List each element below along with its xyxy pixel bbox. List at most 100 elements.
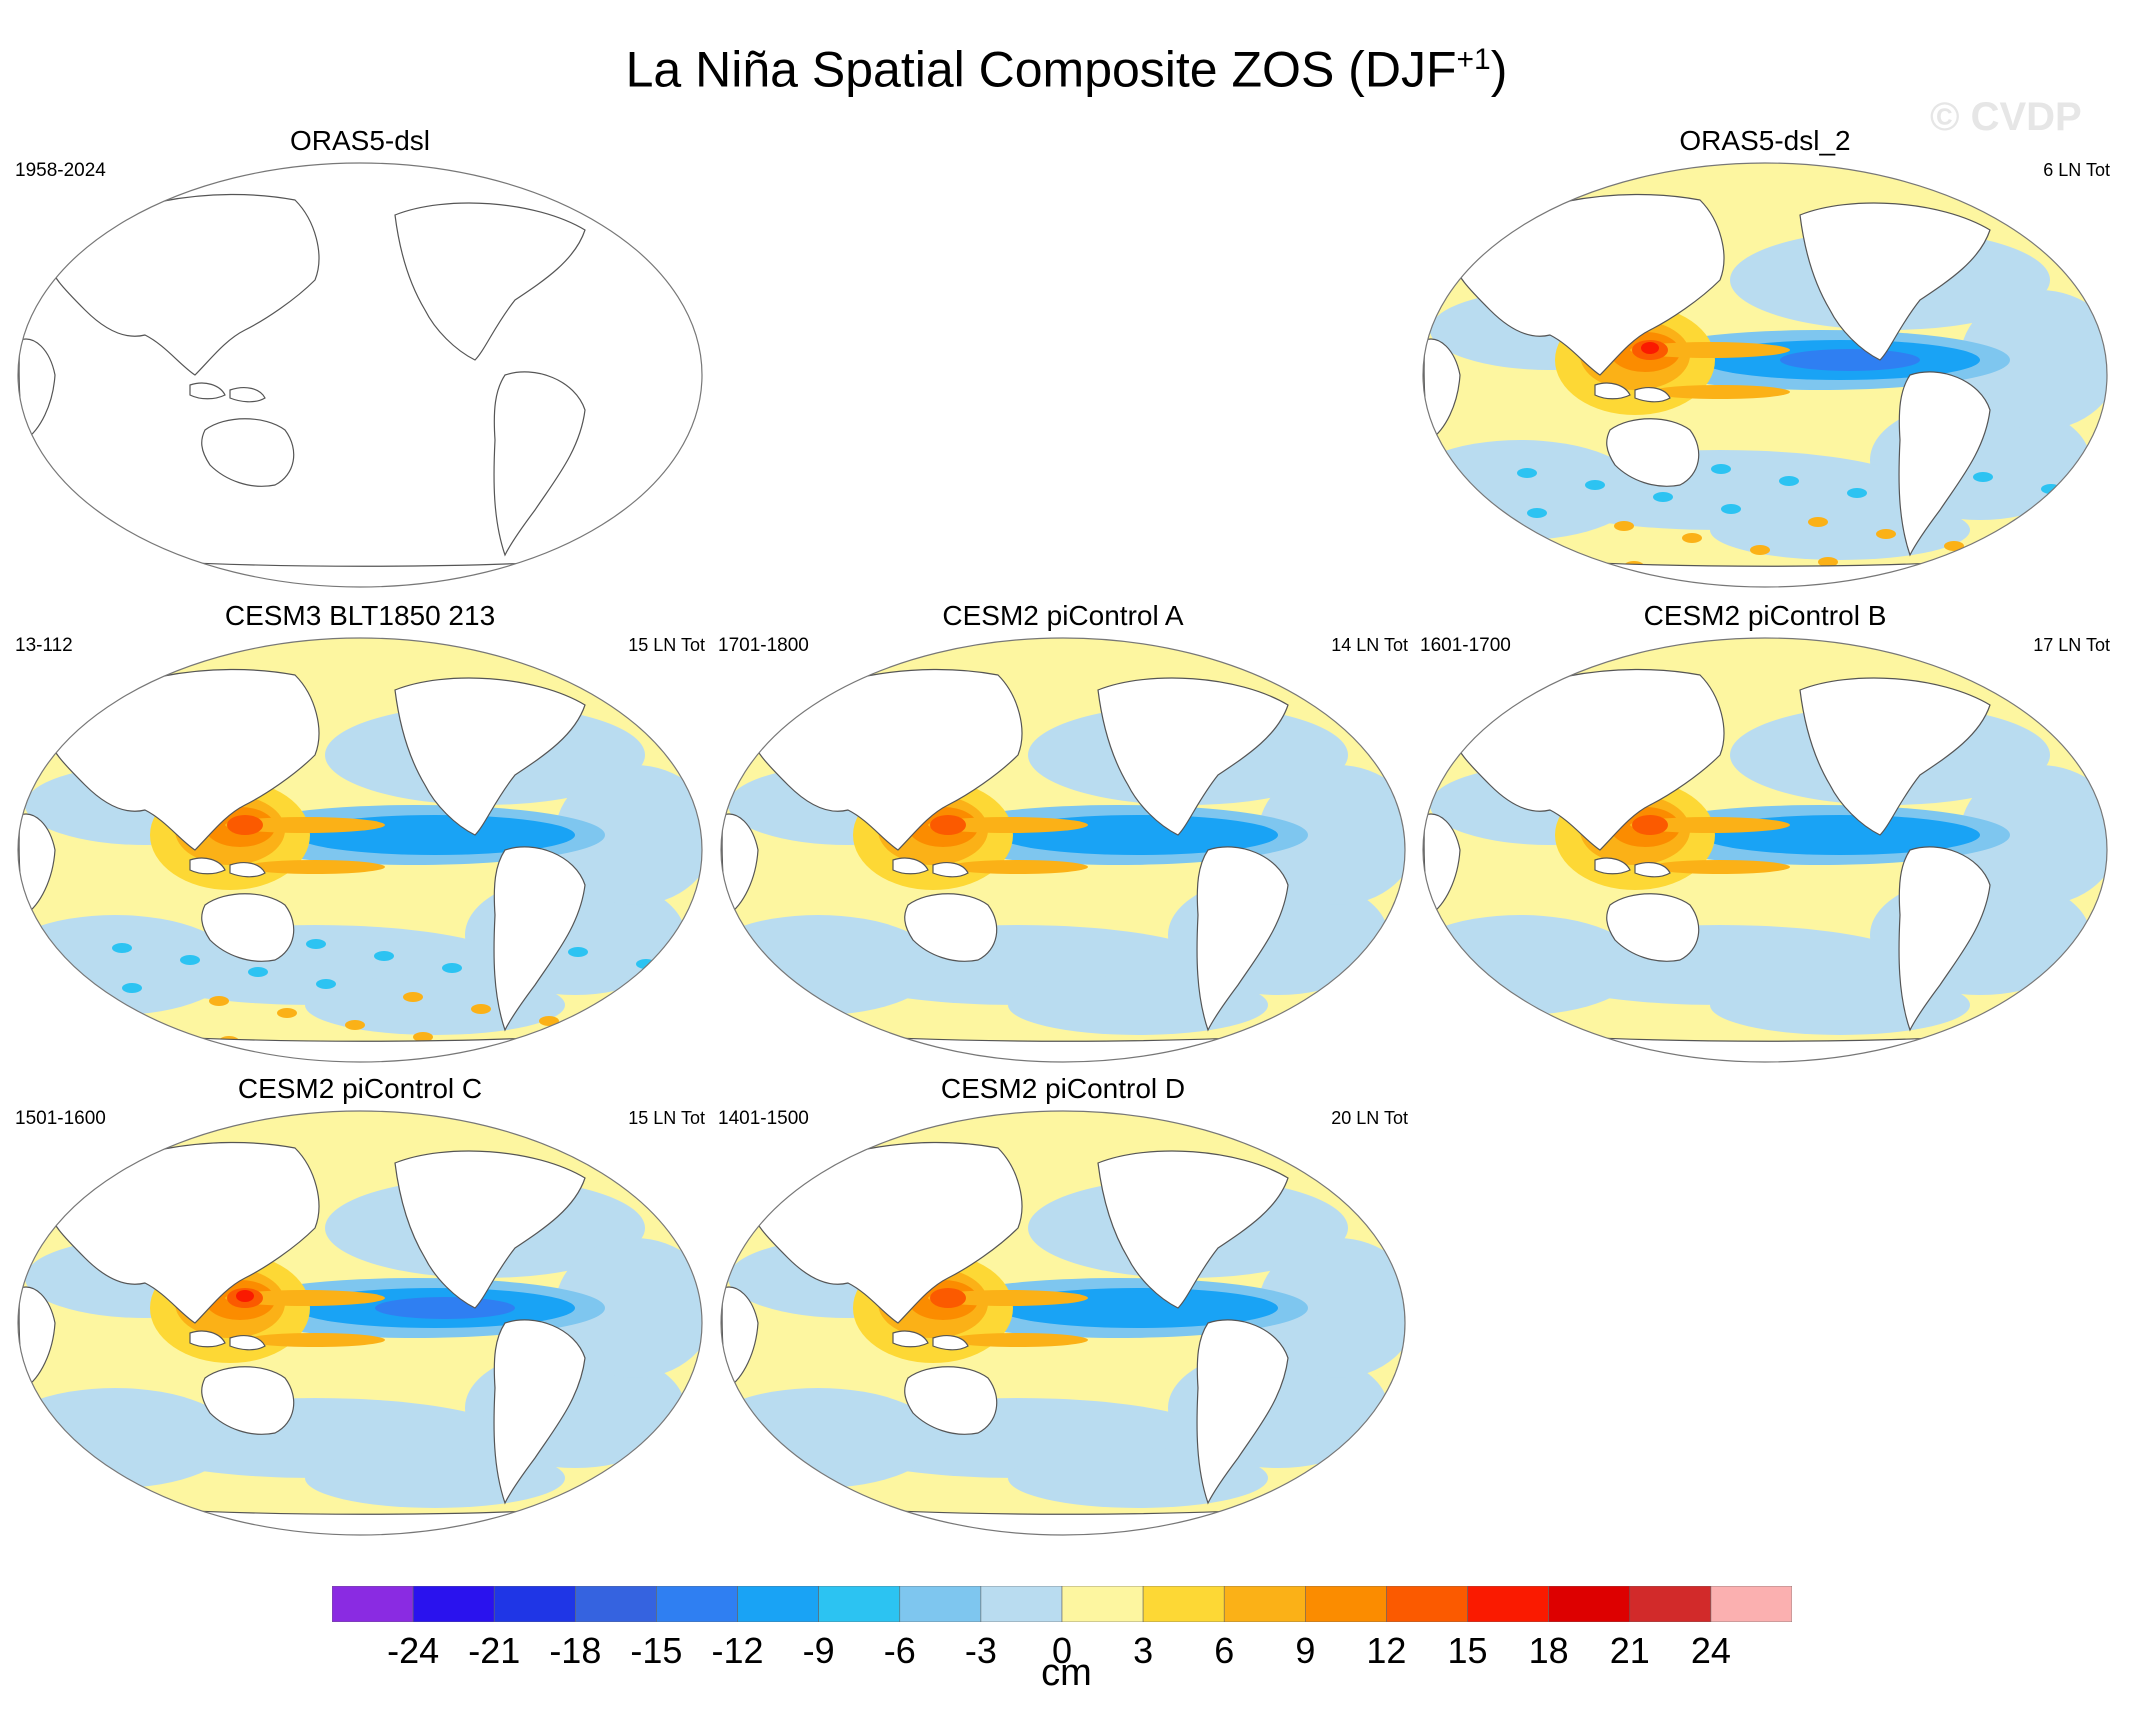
land-mass	[189, 857, 226, 875]
map-field	[1423, 638, 2107, 1062]
field-noise-spot	[2012, 553, 2032, 563]
land-mass	[1449, 668, 1725, 851]
field-noise-spot	[1711, 464, 1731, 474]
land-mass	[1634, 387, 1671, 403]
colorbar-swatch	[737, 1586, 819, 1622]
colorbar-tick-label: 15	[1447, 1630, 1488, 1671]
colorbar-tick-label: -24	[387, 1630, 440, 1671]
panel-title: ORAS5-dsl	[289, 125, 431, 156]
land-mass	[574, 1126, 632, 1168]
panel-year-range: 1401-1500	[718, 1108, 809, 1129]
panel-year-range: 1958-2024	[15, 160, 106, 181]
field-noise-spot	[277, 1008, 297, 1018]
map-field	[18, 1111, 702, 1535]
colorbar-tick-label: 3	[1133, 1630, 1154, 1671]
land-mass	[201, 1366, 295, 1435]
field-warm-pool-core	[930, 1288, 966, 1308]
field-noise-spot	[1750, 545, 1770, 555]
map-plot	[1422, 637, 2108, 1063]
map-plot	[17, 637, 703, 1063]
panel-title: CESM2 piControl A	[942, 600, 1184, 631]
colorbar-swatch	[899, 1586, 982, 1622]
field-negative-region	[1960, 290, 2107, 430]
field-noise-spot	[1517, 468, 1537, 478]
land-mass	[574, 653, 632, 695]
colorbar-tick-label: 6	[1214, 1630, 1235, 1671]
field-negative-region	[555, 1238, 702, 1378]
colorbar-swatch	[1548, 1586, 1631, 1622]
land-mass	[493, 371, 586, 557]
land-mass	[189, 1330, 226, 1348]
land-mass	[1097, 677, 1289, 836]
colorbar-swatch	[1305, 1586, 1387, 1622]
land-mass	[229, 1335, 266, 1351]
colorbar-tick-label: -9	[802, 1630, 835, 1671]
field-noise-spot	[1527, 508, 1547, 518]
land-mass	[1277, 1126, 1335, 1168]
field-noise-spot	[1614, 521, 1634, 531]
colorbar-swatch	[575, 1586, 657, 1622]
land-mass	[1423, 813, 1461, 916]
land-mass	[1423, 338, 1461, 441]
field-noise-spot	[248, 967, 268, 977]
colorbar-tick-label: 18	[1528, 1630, 1569, 1671]
field-noise-spot	[1818, 557, 1838, 567]
map-outline	[1422, 162, 2108, 588]
land-mass	[1606, 893, 1700, 962]
field-negative-region	[1960, 765, 2107, 905]
colorbar-tick-label: -18	[549, 1630, 602, 1671]
field-warm-tongue	[225, 1290, 385, 1306]
land-mass	[18, 338, 56, 441]
colorbar-swatch	[493, 1586, 576, 1622]
field-noise-spot	[316, 979, 336, 989]
land-mass	[1277, 653, 1335, 695]
map-outline	[720, 1110, 1406, 1536]
panel-year-range: 1601-1700	[1420, 635, 1511, 656]
map-plot	[720, 637, 1406, 1063]
colorbar-tick-label: 9	[1295, 1630, 1316, 1671]
field-noise-spot	[1847, 488, 1867, 498]
land-mass	[394, 202, 586, 361]
land-mass	[892, 857, 929, 875]
map-plot	[1422, 162, 2108, 588]
field-noise-spot	[413, 1032, 433, 1042]
field-warm-tongue	[928, 817, 1088, 833]
land-mass	[201, 418, 295, 487]
field-noise-spot	[1585, 480, 1605, 490]
field-noise-spot	[665, 1000, 685, 1010]
field-noise-spot	[636, 959, 656, 969]
colorbar-swatch	[1142, 1586, 1225, 1622]
colorbar-swatch	[1629, 1586, 1712, 1622]
colorbar-tick-label: -3	[964, 1630, 997, 1671]
colorbar-tick-label: -6	[883, 1630, 916, 1671]
field-noise-spot	[1973, 472, 1993, 482]
land-mass	[44, 668, 320, 851]
field-cold-tongue-core	[1780, 349, 1920, 371]
field-noise-spot	[122, 983, 142, 993]
land-mass	[574, 178, 632, 220]
land-mass	[932, 1335, 969, 1351]
colorbar-tick-label: 0	[1051, 1630, 1073, 1671]
panel-title: CESM2 piControl B	[1643, 600, 1887, 631]
field-noise-spot	[345, 1020, 365, 1030]
panel-year-range: 13-112	[15, 635, 73, 656]
field-noise-spot	[442, 963, 462, 973]
field-cold-tongue-core	[375, 1297, 515, 1319]
colorbar-swatch	[980, 1586, 1063, 1622]
land-mass	[892, 1330, 929, 1348]
field-negative-region	[1258, 1238, 1405, 1378]
colorbar-tick-label: -21	[468, 1630, 521, 1671]
field-warm-pool-core	[930, 815, 966, 835]
land-mass	[721, 1286, 759, 1389]
field-noise-spot	[607, 1028, 627, 1038]
field-warm-arm	[1650, 860, 1790, 874]
field-noise-spot	[1808, 517, 1828, 527]
land-mass	[1594, 857, 1631, 875]
land-mass	[44, 1141, 320, 1324]
field-noise-spot	[209, 996, 229, 1006]
panel-event-count: 20 LN Tot	[1331, 1108, 1408, 1128]
land-mass	[1196, 1319, 1289, 1505]
colorbar-swatch	[656, 1586, 738, 1622]
field-negative-region	[555, 765, 702, 905]
land-mass	[1097, 1150, 1289, 1309]
